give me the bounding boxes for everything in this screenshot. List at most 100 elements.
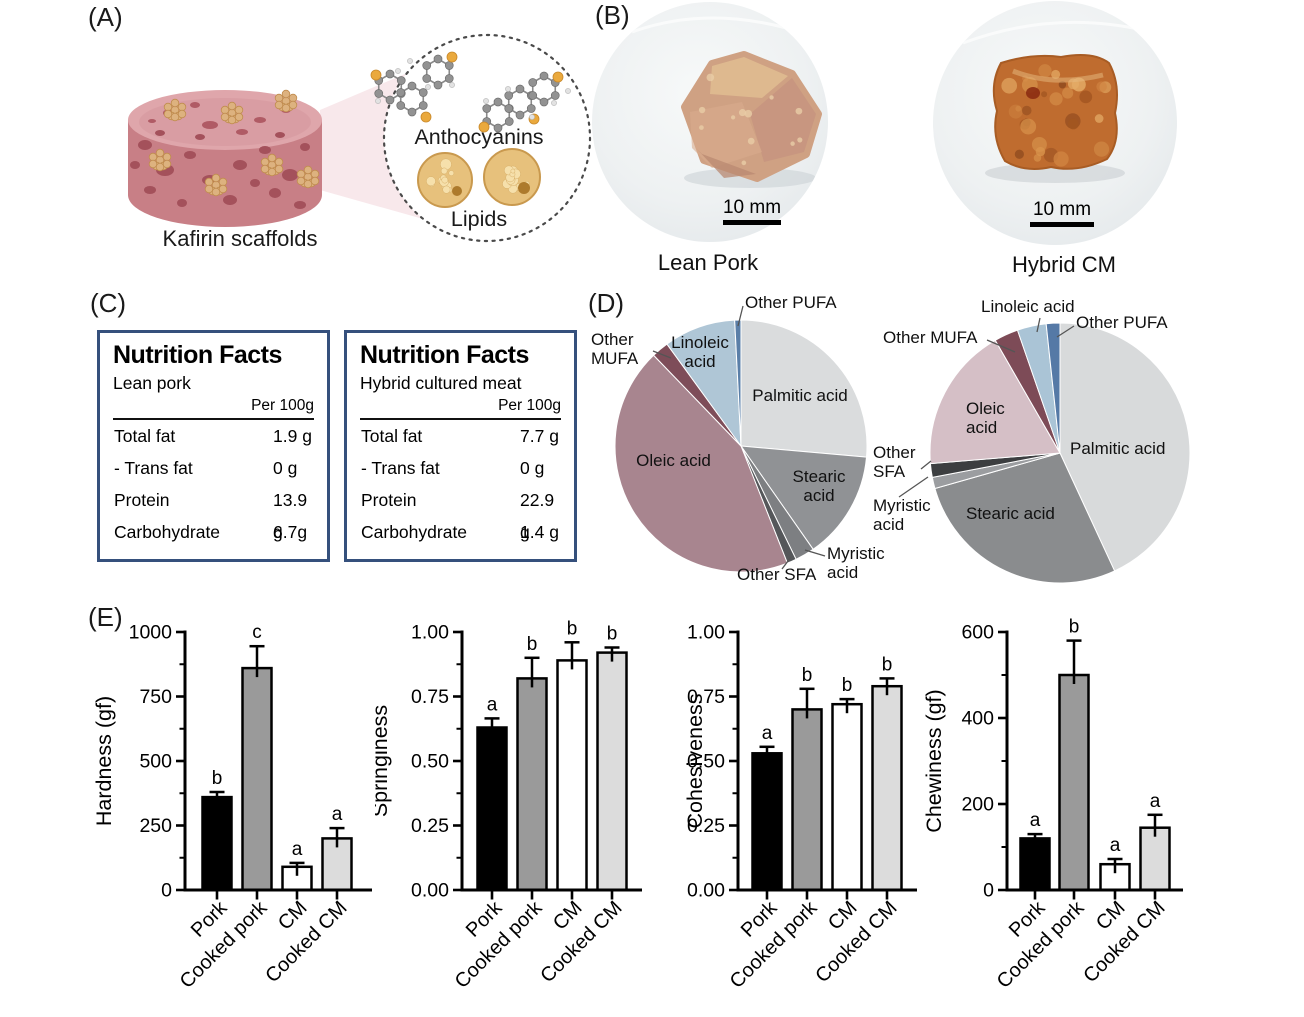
lipid-cell-graphic	[417, 152, 473, 208]
nutrition-unit-header: Per 100g	[360, 397, 561, 420]
bar-pork	[751, 752, 783, 892]
x-category-label: Cooked pork	[726, 896, 822, 992]
x-category-label: Cooked pork	[176, 896, 272, 992]
y-tick-label: 250	[139, 815, 172, 837]
scaffold-caption: Kafirin scaffolds	[162, 226, 318, 251]
nutrient-name: - Trans fat	[114, 457, 193, 478]
nutrition-row: Carbohydrate 6.7g	[113, 516, 314, 548]
nutrition-row: - Trans fat 0 g	[113, 452, 314, 484]
scale-label: 10 mm	[722, 197, 782, 218]
pie-slice-label: Stearic acid	[792, 467, 846, 506]
pie-slice-label: Other PUFA	[1076, 313, 1168, 332]
anthocyanins-label: Anthocyanins	[414, 125, 544, 149]
x-category-label: Cooked CM	[1079, 897, 1169, 987]
nutrient-name: Protein	[114, 489, 170, 510]
bar-cooked-pork	[1058, 673, 1090, 892]
y-tick-label: 0.25	[411, 815, 449, 837]
bar-cooked-cm	[871, 684, 903, 892]
significance-letter: b	[212, 768, 223, 789]
panel-e-label: (E)	[88, 602, 123, 632]
bar-cooked-cm	[596, 651, 628, 892]
scale-label: 10 mm	[1032, 199, 1092, 220]
significance-letter: a	[292, 839, 303, 860]
y-tick-label: 0	[161, 880, 172, 902]
pie-slice-label: Myristic acid	[827, 544, 885, 583]
scale-bar-hybrid-cm: 10 mm	[1016, 199, 1108, 227]
scale-bar-lean-pork: 10 mm	[706, 197, 798, 225]
lean-pork-caption: Lean Pork	[657, 250, 759, 275]
pie-slice-label: Palmitic acid	[1070, 439, 1166, 458]
scale-bar	[723, 220, 781, 225]
pie-slice-label: Linoleic acid	[671, 333, 729, 372]
pie-label-leader-line	[1036, 317, 1041, 333]
bar-cm	[1099, 862, 1131, 892]
x-category-label: CM	[274, 897, 312, 935]
pie-slice-label: Other MUFA	[883, 328, 978, 347]
nutrition-rows: Total fat 1.9 g - Trans fat 0 g Protein 13.9 …	[113, 420, 314, 548]
significance-letter: b	[1069, 617, 1080, 638]
x-category-label: Cooked CM	[536, 897, 626, 987]
nutrition-subtitle: Hybrid cultured meat	[360, 372, 522, 393]
y-tick-label: 0.25	[687, 815, 725, 837]
pie-slice-label: Stearic acid	[966, 504, 1055, 523]
pie-label-leader-line	[737, 305, 744, 327]
bar-cooked-cm	[321, 837, 353, 892]
pie-slice	[931, 452, 1061, 490]
significance-letter: a	[1110, 835, 1121, 856]
lipid-cell-graphic	[483, 148, 541, 206]
nutrient-value: 6.7g	[273, 521, 308, 542]
bar-pork	[476, 726, 508, 892]
bar-cm	[281, 865, 313, 892]
y-tick-label: 750	[139, 686, 172, 708]
y-axis-title: Cohesiveness	[683, 693, 707, 828]
nutrient-name: Protein	[361, 489, 417, 510]
bar-pork	[1019, 837, 1051, 892]
y-tick-label: 0	[983, 880, 994, 902]
pie-slice-label: Linoleic acid	[981, 297, 1075, 316]
nutrient-value: 0 g	[520, 457, 545, 478]
nutrition-subtitle: Lean pork	[113, 372, 191, 393]
nutrient-name: Total fat	[114, 425, 176, 446]
pie-slice	[1045, 322, 1061, 454]
y-tick-label: 500	[139, 751, 172, 773]
nutrition-row: Carbohydrate 1.4 g	[360, 516, 561, 548]
nutrition-row: Protein 22.9 g	[360, 484, 561, 542]
x-category-label: Cooked CM	[261, 897, 351, 987]
nutrition-row: - Trans fat 0 g	[360, 452, 561, 484]
panel-b-label: (B)	[595, 0, 630, 30]
y-axis-title: Hardness (gf)	[95, 696, 116, 826]
nutrient-name: Carbohydrate	[361, 521, 468, 542]
nutrient-value: 7.7 g	[520, 425, 559, 446]
pie-slice-label: Oleic acid	[966, 399, 1005, 438]
bar-cooked-pork	[241, 666, 273, 892]
y-tick-label: 400	[961, 708, 994, 730]
y-tick-label: 600	[961, 622, 994, 644]
x-category-label: Pork	[1005, 896, 1050, 941]
nutrition-unit-header: Per 100g	[113, 397, 314, 420]
x-category-label: Pork	[737, 896, 782, 941]
x-category-label: CM	[1092, 897, 1130, 935]
y-tick-label: 1.00	[687, 622, 725, 644]
nutrient-value: 22.9 g	[520, 489, 555, 542]
y-tick-label: 0.75	[411, 686, 449, 708]
pie-slice-label: Other MUFA	[591, 330, 639, 369]
significance-letter: b	[842, 675, 853, 696]
y-tick-label: 1.00	[411, 622, 449, 644]
bar-cooked-cm	[1139, 826, 1171, 892]
x-category-label: CM	[549, 897, 587, 935]
nutrient-value: 13.9 g	[273, 489, 308, 542]
nutrition-row: Protein 13.9 g	[113, 484, 314, 542]
significance-letter: a	[332, 804, 343, 825]
bar-cm	[831, 702, 863, 892]
y-tick-label: 0.00	[411, 880, 449, 902]
scale-bar	[1030, 222, 1094, 227]
y-tick-label: 1000	[129, 622, 173, 644]
nutrient-name: - Trans fat	[361, 457, 440, 478]
nutrient-value: 0 g	[273, 457, 298, 478]
significance-letter: a	[762, 723, 773, 744]
bar-pork	[201, 795, 233, 892]
significance-letter: b	[882, 654, 893, 675]
